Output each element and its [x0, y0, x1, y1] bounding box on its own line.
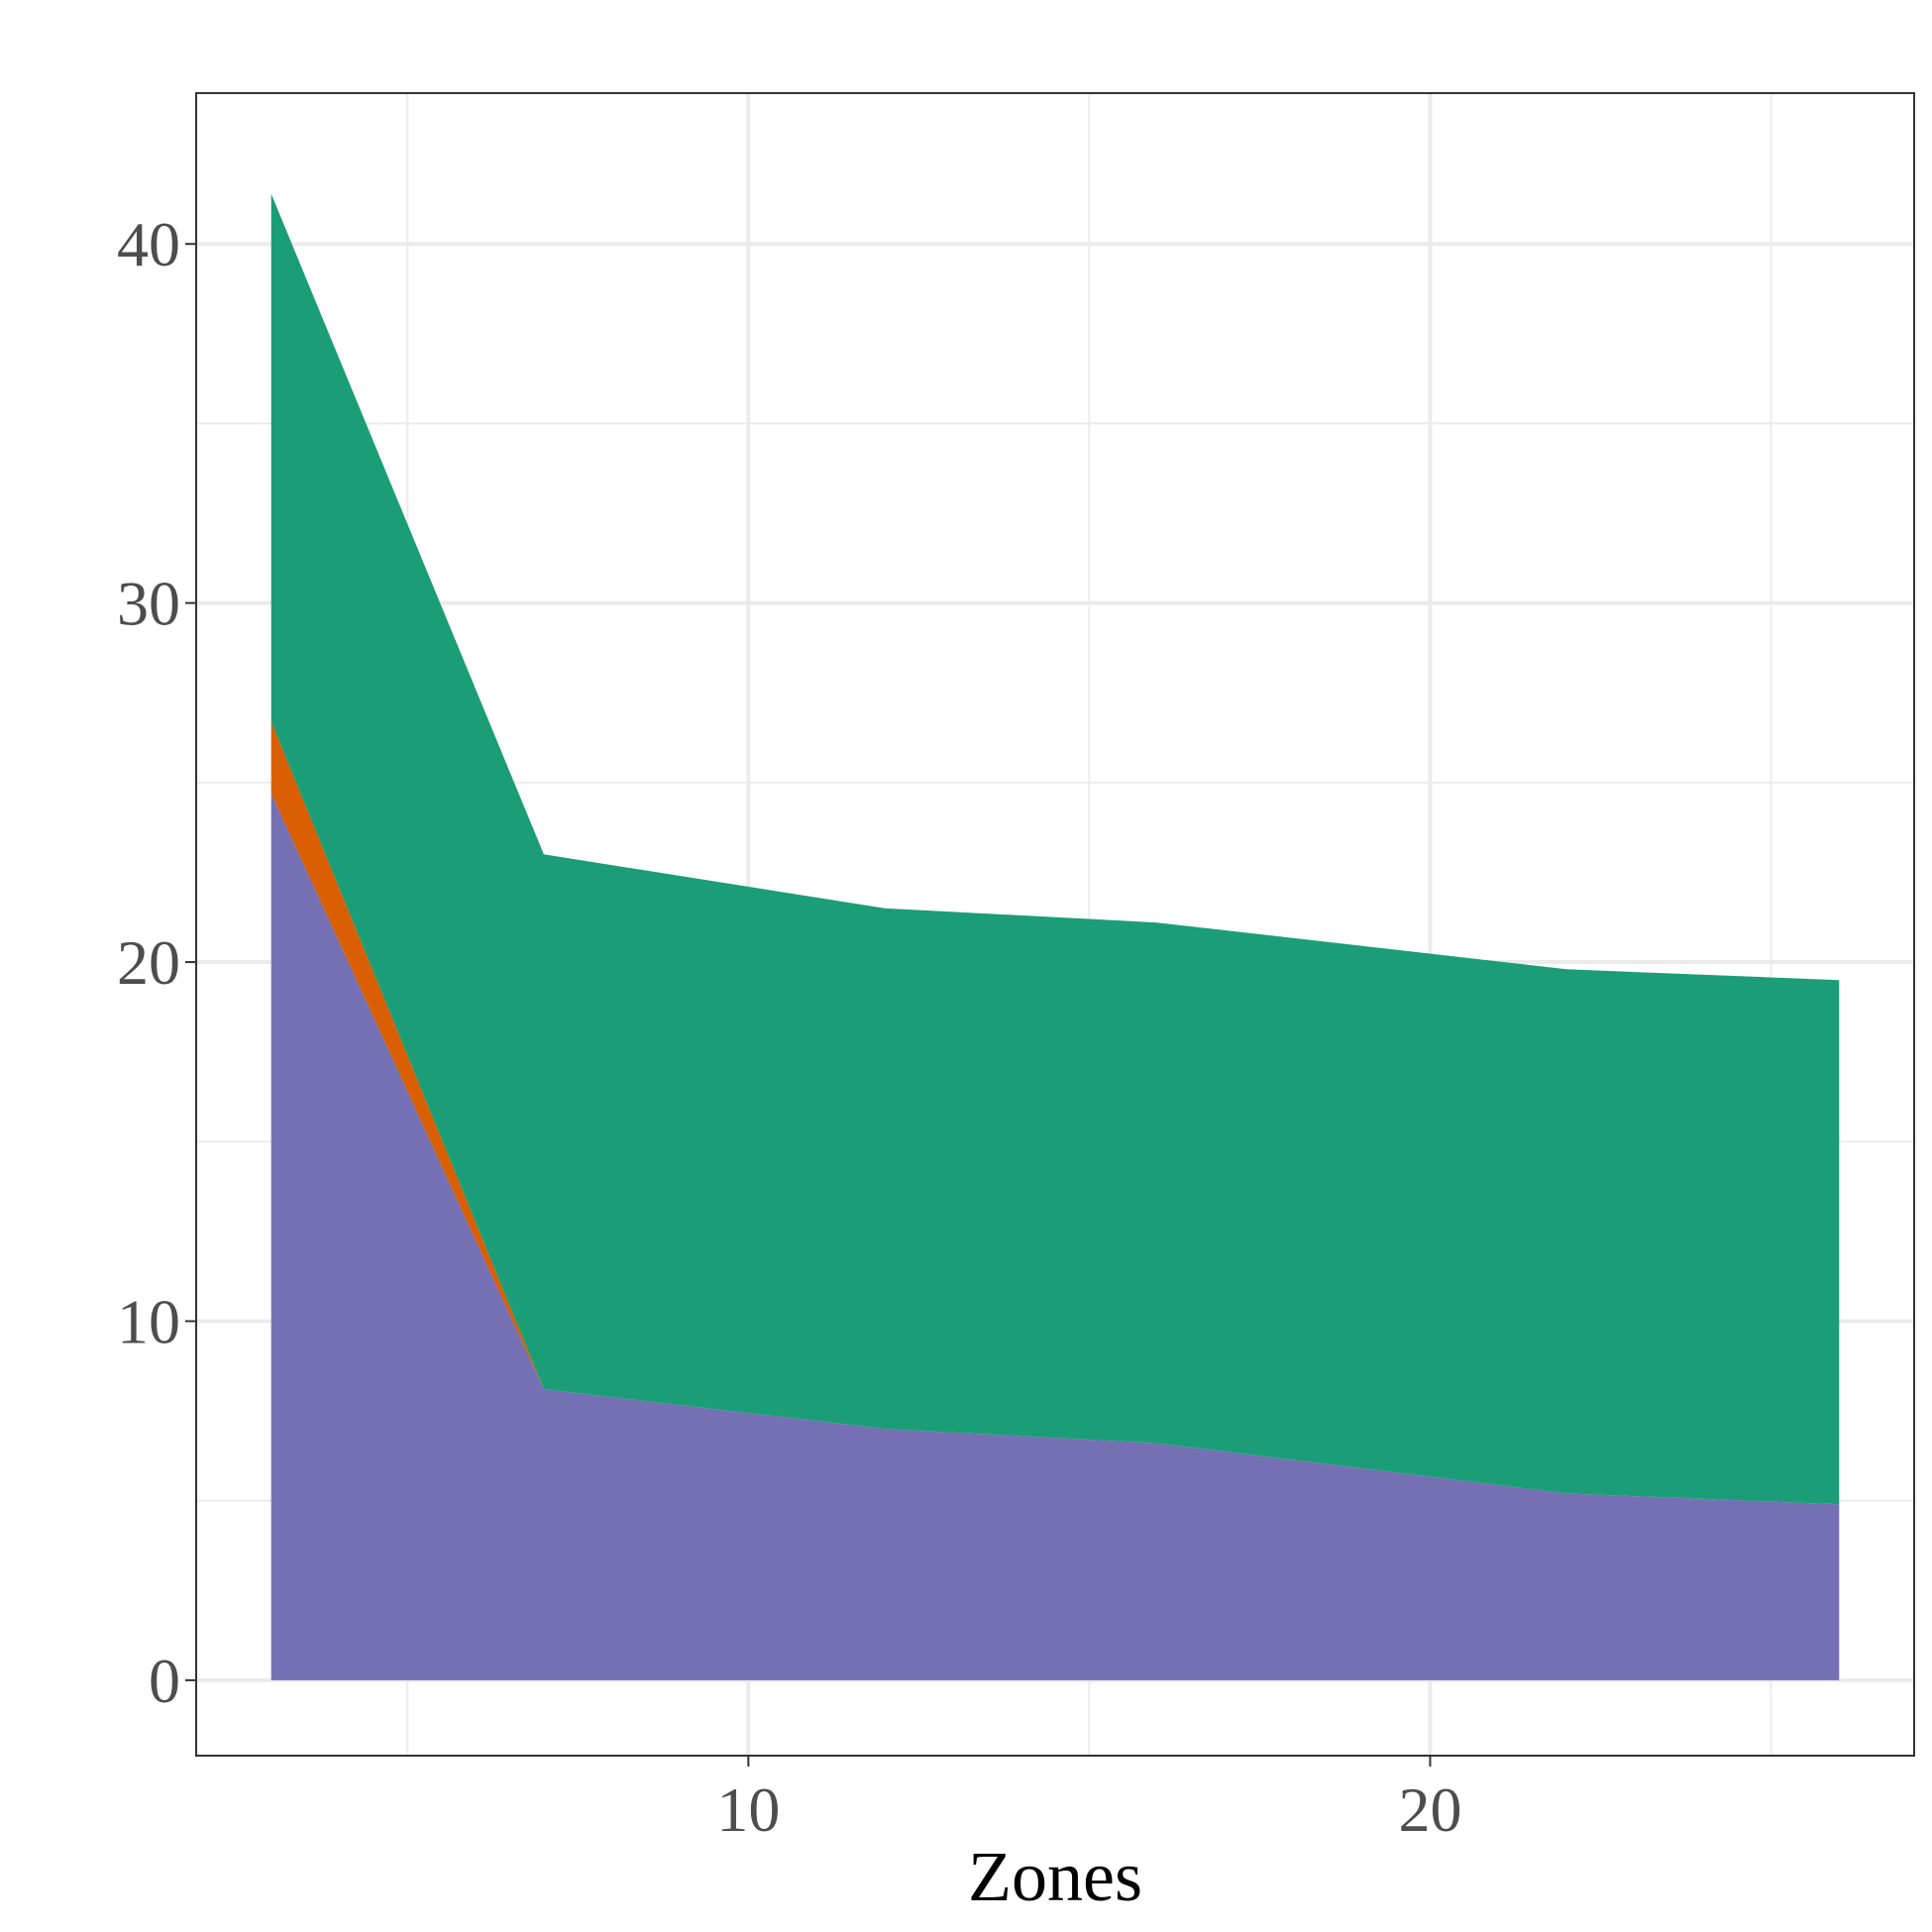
y-tick-label: 10 — [117, 1286, 180, 1356]
y-axis: 0 10 20 30 40 — [117, 209, 196, 1716]
x-axis: 10 20 — [716, 1756, 1461, 1845]
area-series-1 — [270, 793, 1840, 1680]
panel-border — [195, 92, 1915, 1757]
y-tick-label: 40 — [117, 209, 180, 279]
x-tick-label: 10 — [716, 1774, 780, 1845]
y-tick-label: 0 — [149, 1646, 180, 1716]
x-tick-label: 20 — [1398, 1774, 1461, 1845]
area-series-3 — [270, 193, 1840, 1505]
x-axis-title: Zones — [968, 1837, 1142, 1916]
y-tick-label: 20 — [117, 927, 180, 998]
y-tick-label: 30 — [117, 569, 180, 639]
stacked-areas — [270, 193, 1840, 1680]
